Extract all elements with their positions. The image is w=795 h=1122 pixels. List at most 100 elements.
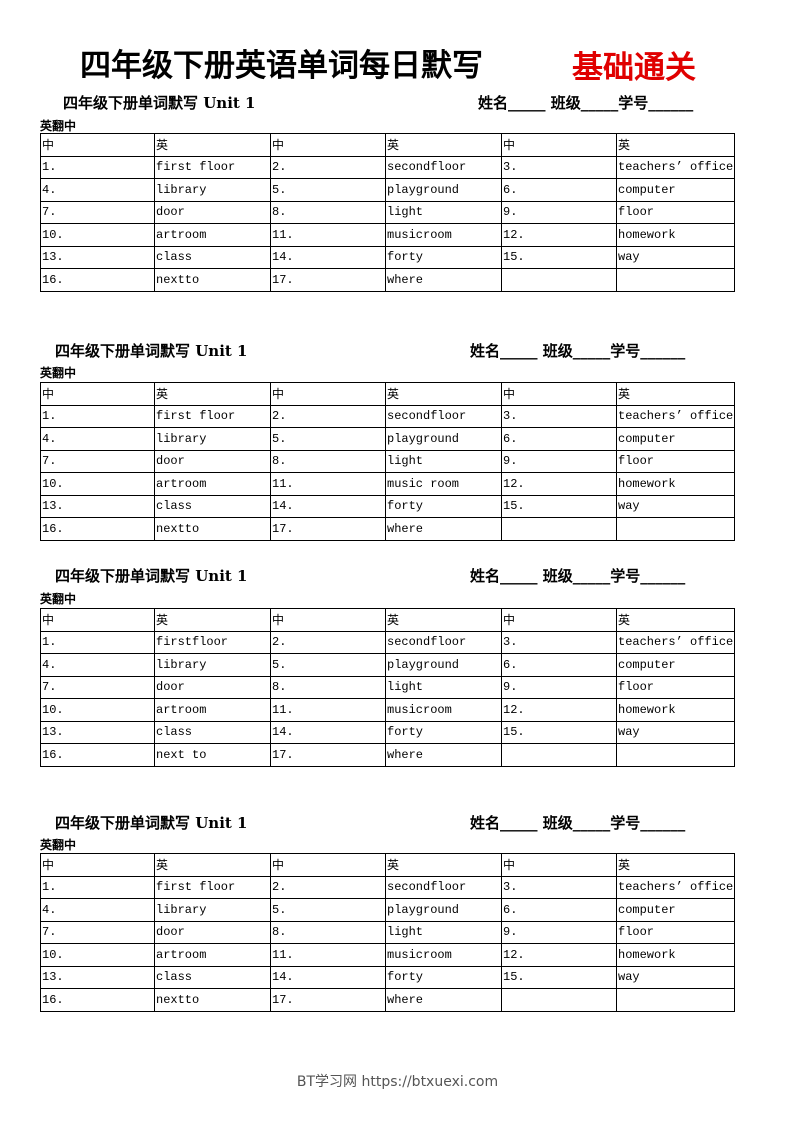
- word-cell: musicroom: [385, 223, 502, 247]
- word-cell: way: [616, 965, 735, 989]
- word-cell: 15.: [501, 720, 617, 744]
- word-cell: forty: [385, 245, 502, 269]
- word-cell: 13.: [40, 494, 155, 518]
- header-cell: 英: [154, 853, 271, 877]
- header-cell: 中: [270, 133, 386, 157]
- word-cell: floor: [616, 200, 735, 224]
- word-cell: door: [154, 200, 271, 224]
- word-cell: 15.: [501, 494, 617, 518]
- empty-cell: [616, 988, 735, 1012]
- word-cell: 11.: [270, 698, 386, 722]
- word-cell: secondfloor: [385, 404, 502, 428]
- word-cell: computer: [616, 898, 735, 922]
- word-cell: 1.: [40, 155, 155, 179]
- header-cell: 英: [154, 382, 271, 406]
- word-cell: 4.: [40, 898, 155, 922]
- word-row: 13. class 14. forty 15. way: [40, 720, 735, 744]
- word-cell: 3.: [501, 875, 617, 899]
- word-cell: library: [154, 653, 271, 677]
- word-cell: 2.: [270, 630, 386, 654]
- word-cell: playground: [385, 178, 502, 202]
- student-info: 姓名_____ 班级_____学号______: [470, 342, 686, 360]
- word-table: 中英中英中英 1. first floor 2. secondfloor 3. teache…: [40, 853, 735, 1012]
- section-heading: 四年级下册单词默写 Unit 1: [63, 94, 256, 112]
- word-cell: 9.: [501, 449, 617, 473]
- word-cell: teachers’ office: [616, 630, 735, 654]
- word-cell: 10.: [40, 472, 155, 496]
- word-cell: 11.: [270, 223, 386, 247]
- word-cell: 4.: [40, 653, 155, 677]
- word-cell: homework: [616, 223, 735, 247]
- word-cell: 14.: [270, 245, 386, 269]
- word-cell: teachers’ office: [616, 875, 735, 899]
- word-cell: where: [385, 743, 502, 767]
- word-row: 4. library 5. playground 6. computer: [40, 427, 735, 451]
- word-row: 1. first floor 2. secondfloor 3. teachers’ of…: [40, 404, 735, 428]
- word-cell: 12.: [501, 223, 617, 247]
- word-cell: 8.: [270, 920, 386, 944]
- word-row: 4. library 5. playground 6. computer: [40, 653, 735, 677]
- word-cell: 17.: [270, 988, 386, 1012]
- header-row: 中英中英中英: [40, 608, 735, 632]
- header-cell: 英: [385, 133, 502, 157]
- student-info: 姓名_____ 班级_____学号______: [470, 814, 686, 832]
- word-cell: 4.: [40, 427, 155, 451]
- word-cell: nextto: [154, 988, 271, 1012]
- word-cell: 13.: [40, 965, 155, 989]
- word-row: 1. firstfloor 2. secondfloor 3. teachers’ off…: [40, 630, 735, 654]
- word-cell: 2.: [270, 155, 386, 179]
- word-cell: nextto: [154, 268, 271, 292]
- word-cell: 10.: [40, 698, 155, 722]
- word-cell: way: [616, 494, 735, 518]
- header-cell: 英: [154, 133, 271, 157]
- word-cell: homework: [616, 472, 735, 496]
- word-cell: 16.: [40, 268, 155, 292]
- word-cell: 12.: [501, 472, 617, 496]
- word-row: 13. class 14. forty 15. way: [40, 245, 735, 269]
- word-cell: computer: [616, 427, 735, 451]
- word-table: 中英中英中英 1. first floor 2. secondfloor 3. teache…: [40, 382, 735, 541]
- word-cell: 7.: [40, 920, 155, 944]
- empty-cell: [501, 517, 617, 541]
- word-cell: 5.: [270, 178, 386, 202]
- word-row: 16. nextto 17. where: [40, 517, 735, 541]
- word-cell: 9.: [501, 200, 617, 224]
- word-cell: forty: [385, 494, 502, 518]
- word-cell: 5.: [270, 653, 386, 677]
- word-cell: 12.: [501, 698, 617, 722]
- word-cell: secondfloor: [385, 155, 502, 179]
- word-cell: 3.: [501, 155, 617, 179]
- word-cell: 16.: [40, 517, 155, 541]
- word-cell: way: [616, 245, 735, 269]
- header-cell: 中: [501, 853, 617, 877]
- word-cell: class: [154, 965, 271, 989]
- word-cell: 17.: [270, 743, 386, 767]
- word-cell: computer: [616, 178, 735, 202]
- word-cell: playground: [385, 653, 502, 677]
- word-cell: light: [385, 200, 502, 224]
- word-row: 4. library 5. playground 6. computer: [40, 898, 735, 922]
- word-cell: artroom: [154, 698, 271, 722]
- word-cell: computer: [616, 653, 735, 677]
- word-cell: 7.: [40, 449, 155, 473]
- word-cell: 3.: [501, 404, 617, 428]
- word-cell: first floor: [154, 404, 271, 428]
- title-highlight: 基础通关: [572, 50, 696, 86]
- student-info: 姓名_____ 班级_____学号______: [470, 567, 686, 585]
- empty-cell: [616, 743, 735, 767]
- header-cell: 中: [270, 608, 386, 632]
- header-cell: 中: [501, 608, 617, 632]
- word-cell: way: [616, 720, 735, 744]
- section-heading: 四年级下册单词默写 Unit 1: [55, 342, 248, 360]
- word-cell: teachers’ office: [616, 404, 735, 428]
- word-table: 中英中英中英 1. firstfloor 2. secondfloor 3. teacher…: [40, 608, 735, 767]
- word-cell: 8.: [270, 200, 386, 224]
- header-cell: 英: [616, 382, 735, 406]
- word-row: 1. first floor 2. secondfloor 3. teachers’ of…: [40, 155, 735, 179]
- word-cell: nextto: [154, 517, 271, 541]
- word-cell: where: [385, 517, 502, 541]
- word-cell: playground: [385, 427, 502, 451]
- empty-cell: [616, 268, 735, 292]
- header-cell: 中: [40, 853, 155, 877]
